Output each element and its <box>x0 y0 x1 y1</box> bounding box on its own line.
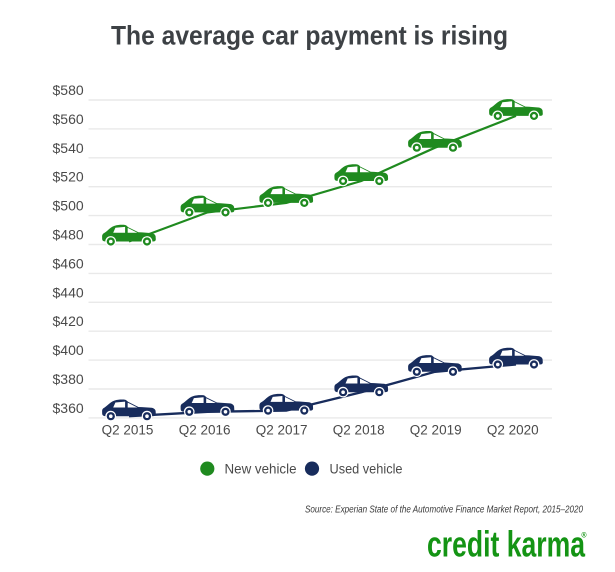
svg-text:Q2 2019: Q2 2019 <box>410 423 462 438</box>
svg-text:Q2 2016: Q2 2016 <box>179 423 231 438</box>
svg-text:$520: $520 <box>53 169 84 185</box>
svg-text:Source: Experian State of the: Source: Experian State of the Automotive… <box>305 505 583 516</box>
svg-text:Q2 2020: Q2 2020 <box>487 423 539 438</box>
svg-text:$420: $420 <box>53 313 84 329</box>
svg-text:$380: $380 <box>53 371 84 387</box>
svg-text:$360: $360 <box>53 400 84 416</box>
svg-text:New vehicle: New vehicle <box>225 461 297 476</box>
svg-text:®: ® <box>581 532 587 540</box>
svg-text:$500: $500 <box>53 198 84 214</box>
svg-text:$460: $460 <box>53 255 84 271</box>
svg-text:$560: $560 <box>53 111 84 127</box>
svg-text:$480: $480 <box>53 227 84 243</box>
svg-text:The average car payment is ris: The average car payment is rising <box>111 20 508 50</box>
svg-text:Q2 2015: Q2 2015 <box>102 423 154 438</box>
svg-text:Q2 2017: Q2 2017 <box>256 423 308 438</box>
svg-text:credit karma: credit karma <box>427 524 586 565</box>
svg-text:$400: $400 <box>53 342 84 358</box>
svg-text:$440: $440 <box>53 284 84 300</box>
svg-text:Used vehicle: Used vehicle <box>330 461 403 476</box>
svg-text:$580: $580 <box>53 82 84 98</box>
svg-text:$540: $540 <box>53 140 84 156</box>
svg-text:Q2 2018: Q2 2018 <box>333 423 385 438</box>
